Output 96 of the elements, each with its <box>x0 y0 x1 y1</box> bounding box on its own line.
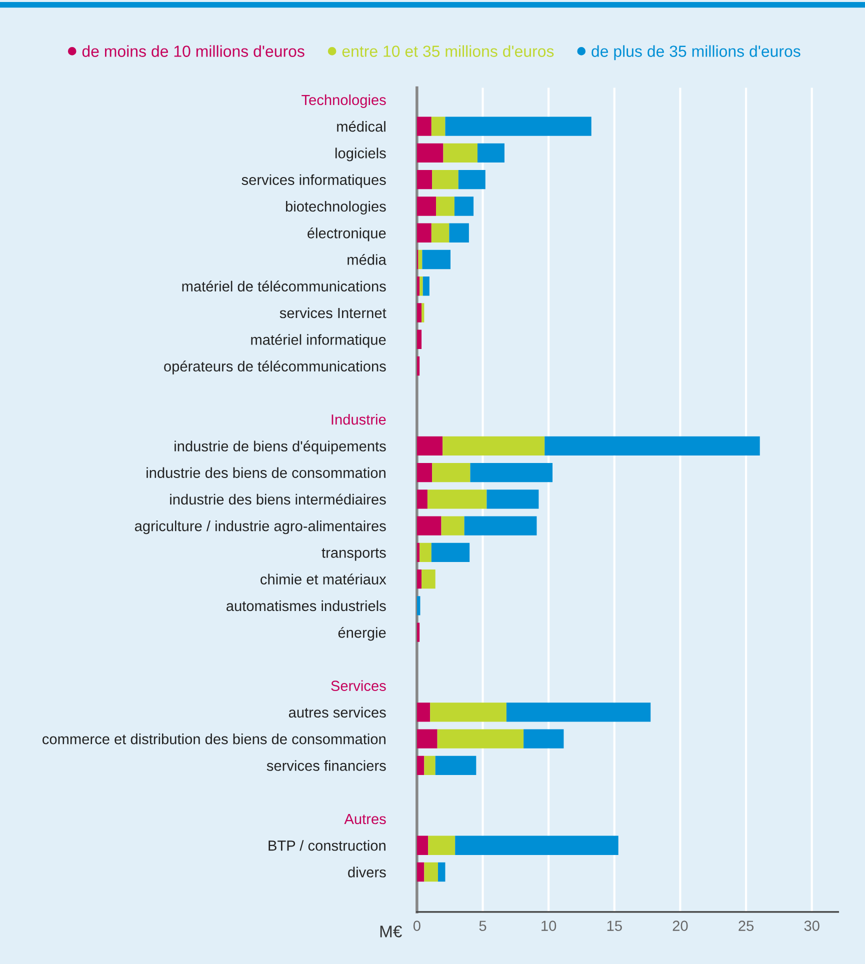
bar <box>416 303 422 322</box>
bar <box>431 116 446 136</box>
bar <box>416 196 436 216</box>
bar <box>416 542 420 562</box>
bar <box>420 276 423 296</box>
y-tick-label: divers <box>348 866 386 878</box>
y-tick-label: Autres <box>344 814 386 824</box>
bar <box>416 702 430 722</box>
bar <box>416 569 422 589</box>
bar <box>424 862 438 882</box>
y-tick-label: autres services <box>288 706 386 718</box>
bar <box>422 569 436 589</box>
bar <box>427 490 487 509</box>
bar <box>445 116 592 136</box>
y-tick-label: électronique <box>308 227 386 242</box>
y-tick-label: services informatiques <box>242 174 386 188</box>
bar <box>416 462 432 482</box>
bar <box>418 250 422 270</box>
legend-label: entre 10 et 35 millions d'euros <box>342 45 554 57</box>
x-tick-label: 30 <box>804 920 820 931</box>
bar <box>416 330 422 349</box>
bar <box>416 836 428 855</box>
bar <box>432 170 458 190</box>
x-tick-label: 10 <box>542 920 556 931</box>
y-tick-label: chimie et matériaux <box>260 574 386 584</box>
x-tick-label: 25 <box>738 920 754 931</box>
bar <box>416 756 424 776</box>
bar <box>420 542 432 562</box>
x-tick-label: 20 <box>672 920 688 931</box>
bar <box>428 836 456 855</box>
y-tick-label: biotechnologies <box>286 200 386 215</box>
bar <box>416 622 420 642</box>
bar <box>416 276 420 296</box>
bar <box>506 702 651 722</box>
bar <box>416 356 420 376</box>
bar <box>416 116 432 136</box>
bar <box>436 196 454 216</box>
y-tick-label: opérateurs de télécommunications <box>164 360 386 374</box>
y-tick-label: automatismes industriels <box>226 600 386 612</box>
bar <box>431 223 450 242</box>
bar <box>416 223 432 242</box>
bar <box>470 462 553 482</box>
y-tick-label: Services <box>331 680 386 692</box>
y-tick-label: énergie <box>338 626 386 641</box>
y-tick-label: industrie de biens d'équipements <box>174 440 386 454</box>
y-tick-label: commerce et distribution des biens de consommation <box>42 734 386 744</box>
y-tick-label: transports <box>322 548 386 561</box>
y-tick-label: matériel informatique <box>251 334 386 348</box>
bar <box>438 862 446 882</box>
bar <box>416 862 424 882</box>
bar <box>416 516 442 536</box>
bar <box>416 143 444 163</box>
bar <box>449 223 469 242</box>
bar <box>443 143 478 163</box>
y-tick-label: médical <box>337 120 386 132</box>
bar <box>437 729 524 748</box>
x-axis-title: M€ <box>380 926 402 938</box>
bar <box>464 516 537 536</box>
y-tick-label: services Internet <box>280 307 386 318</box>
x-tick-label: 0 <box>413 920 420 931</box>
bar <box>442 436 545 456</box>
bar <box>441 516 464 536</box>
bar <box>422 303 424 322</box>
bar <box>422 250 450 270</box>
bar <box>432 462 470 482</box>
y-tick-label: industrie des biens intermédiaires <box>170 494 386 505</box>
y-tick-label: agriculture / industrie agro-alimentaires <box>134 520 386 534</box>
y-tick-label: Industrie <box>332 414 386 425</box>
y-tick-label: matériel de télécommunications <box>182 280 386 292</box>
legend-label: de plus de 35 millions d'euros <box>592 45 800 60</box>
bar <box>477 143 504 163</box>
x-tick-label: 15 <box>607 920 622 931</box>
bar <box>416 436 443 456</box>
bar <box>416 170 432 190</box>
bar <box>454 196 474 216</box>
y-tick-label: logiciels <box>335 148 386 162</box>
y-tick-label: services financiers <box>266 760 386 771</box>
x-tick-label: 5 <box>479 920 486 931</box>
y-tick-label: BTP / construction <box>268 840 386 851</box>
bar <box>544 436 760 456</box>
bar <box>486 490 539 509</box>
bar <box>458 170 486 190</box>
bar <box>416 490 428 509</box>
bar <box>422 276 430 296</box>
bar <box>435 756 476 776</box>
y-tick-label: Technologies <box>302 94 386 108</box>
bar <box>416 596 420 616</box>
y-tick-label: média <box>348 254 386 265</box>
legend-label: de moins de 10 millions d'euros <box>82 45 304 57</box>
bar <box>524 729 564 748</box>
y-tick-label: industrie des biens de consommation <box>146 467 386 478</box>
bar <box>431 542 470 562</box>
bar <box>416 729 438 748</box>
bar <box>424 756 436 776</box>
bar <box>455 836 618 855</box>
bar <box>430 702 506 722</box>
